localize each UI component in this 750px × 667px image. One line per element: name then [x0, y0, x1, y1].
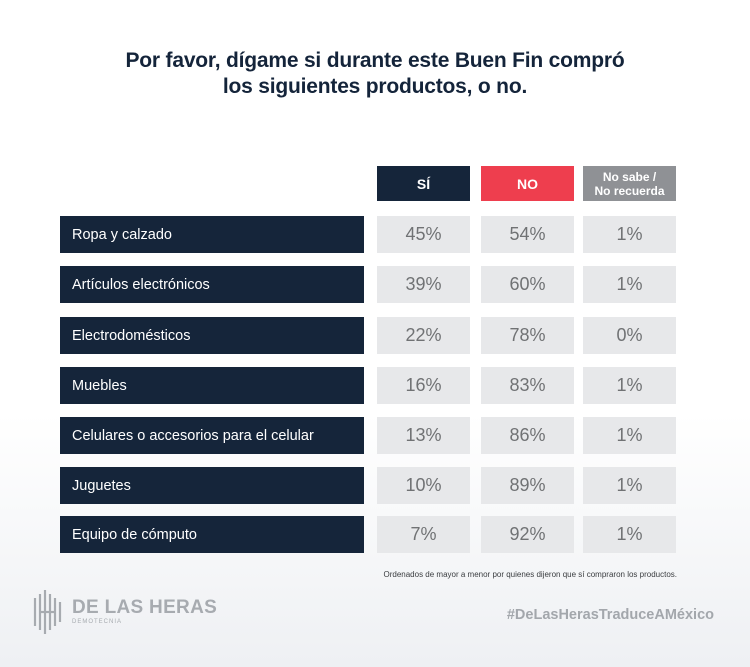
cell-ns: 0%: [583, 317, 676, 354]
title-line-2: los siguientes productos, o no.: [222, 75, 528, 98]
cell-si: 10%: [377, 467, 470, 504]
delasheras-logo: DE LAS HERAS DEMOTECNIA: [32, 586, 217, 636]
cell-ns: 1%: [583, 467, 676, 504]
cell-ns: 1%: [583, 367, 676, 404]
row-label: Ropa y calzado: [60, 216, 364, 253]
cell-si: 13%: [377, 417, 470, 454]
title-line-1: Por favor, dígame si durante este Buen F…: [125, 49, 625, 72]
row-label: Artículos electrónicos: [60, 266, 364, 303]
cell-ns: 1%: [583, 516, 676, 553]
row-label: Equipo de cómputo: [60, 516, 364, 553]
cell-no: 86%: [481, 417, 574, 454]
row-label: Muebles: [60, 367, 364, 404]
column-header-no-sabe: No sabe / No recuerda: [583, 166, 676, 201]
footnote: Ordenados de mayor a menor por quienes d…: [383, 570, 678, 579]
cell-no: 54%: [481, 216, 574, 253]
row-label: Celulares o accesorios para el celular: [60, 417, 364, 454]
column-header-no-sabe-line-2: No recuerda: [594, 183, 665, 198]
column-header-no: NO: [481, 166, 574, 201]
column-header-si: SÍ: [377, 166, 470, 201]
row-label: Juguetes: [60, 467, 364, 504]
logo-name: DE LAS HERAS: [72, 596, 218, 618]
cell-si: 7%: [377, 516, 470, 553]
cell-no: 78%: [481, 317, 574, 354]
cell-ns: 1%: [583, 417, 676, 454]
cell-no: 92%: [481, 516, 574, 553]
cell-no: 83%: [481, 367, 574, 404]
cell-ns: 1%: [583, 266, 676, 303]
cell-ns: 1%: [583, 216, 676, 253]
logo-sub: DEMOTECNIA: [72, 618, 123, 625]
chart-title: Por favor, dígame si durante este Buen F…: [0, 48, 750, 100]
cell-no: 89%: [481, 467, 574, 504]
cell-si: 22%: [377, 317, 470, 354]
hashtag: #DeLasHerasTraduceAMéxico: [506, 607, 714, 623]
cell-si: 39%: [377, 266, 470, 303]
delasheras-logo-icon: [33, 590, 62, 634]
column-header-no-sabe-line-1: No sabe /: [602, 169, 657, 184]
cell-no: 60%: [481, 266, 574, 303]
cell-si: 16%: [377, 367, 470, 404]
row-label: Electrodomésticos: [60, 317, 364, 354]
cell-si: 45%: [377, 216, 470, 253]
